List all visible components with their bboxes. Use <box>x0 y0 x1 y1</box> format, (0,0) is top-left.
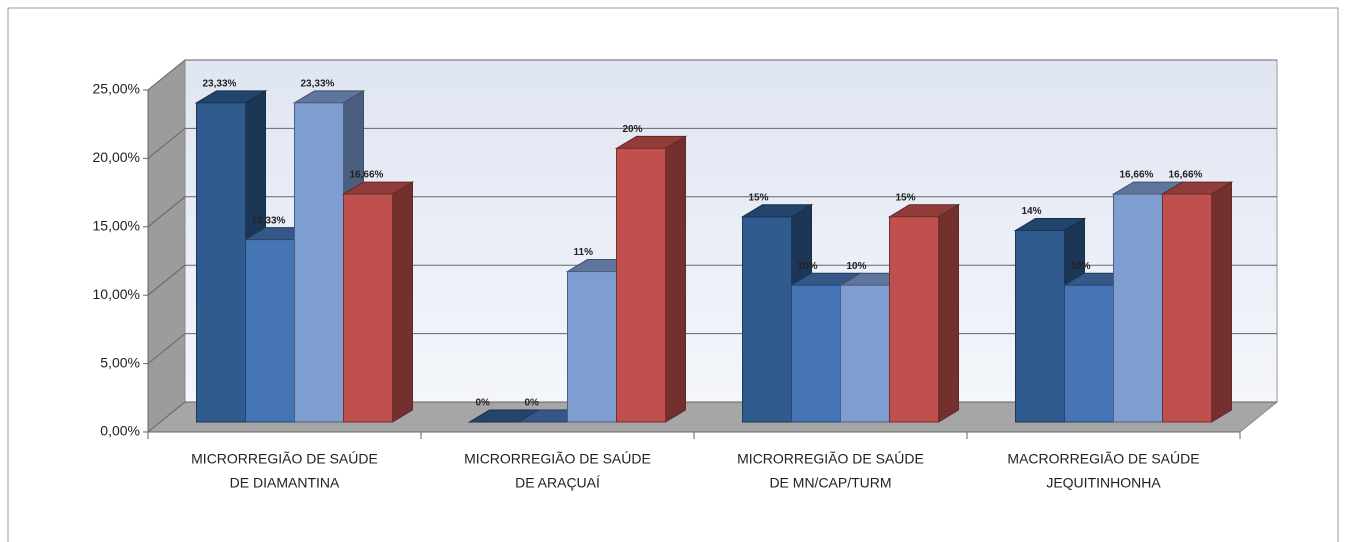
x-tick-label: DE ARAÇUAÍ <box>515 475 600 491</box>
bar-side <box>1211 181 1232 423</box>
bar <box>1113 193 1163 423</box>
value-label: 16,66% <box>350 170 384 181</box>
x-tick-label: JEQUITINHONHA <box>1046 475 1161 491</box>
x-tick-label: MACRORREGIÃO DE SAÚDE <box>1007 451 1199 467</box>
bar <box>1064 284 1114 423</box>
bar <box>245 239 295 423</box>
value-label: 10% <box>847 261 867 272</box>
y-tick-label: 20,00% <box>93 149 140 165</box>
grid-line <box>147 264 186 296</box>
x-tick-label: MICRORREGIÃO DE SAÚDE <box>191 451 378 467</box>
value-label: 10% <box>798 261 818 272</box>
value-label: 16,66% <box>1120 170 1154 181</box>
bar <box>840 284 890 423</box>
value-label: 11% <box>574 247 594 258</box>
value-label: 23,33% <box>203 78 237 89</box>
bar <box>343 193 393 423</box>
bar-side <box>665 135 686 423</box>
y-tick-label: 0,00% <box>100 423 140 439</box>
value-label: 23,33% <box>301 78 335 89</box>
grid-line <box>147 333 186 364</box>
bar <box>889 216 939 423</box>
bar <box>294 102 344 423</box>
grid-line <box>147 401 186 433</box>
bar <box>616 147 666 423</box>
side-wall <box>147 58 186 434</box>
grid-line <box>147 59 186 91</box>
value-label: 15% <box>749 192 769 203</box>
value-label: 20% <box>623 124 643 135</box>
y-tick-label: 15,00% <box>93 218 140 234</box>
value-label: 13,33% <box>252 215 286 226</box>
bar-side <box>392 181 413 423</box>
grid-line <box>147 128 186 159</box>
bar <box>1162 193 1212 423</box>
x-tick-label: MICRORREGIÃO DE SAÚDE <box>737 451 924 467</box>
value-label: 10% <box>1071 261 1091 272</box>
bar <box>791 284 841 423</box>
x-tick-label: DE DIAMANTINA <box>230 475 340 491</box>
value-label: 14% <box>1022 206 1042 217</box>
x-tick-label: DE MN/CAP/TURM <box>769 475 891 491</box>
bar <box>567 271 617 423</box>
y-tick-label: 10,00% <box>93 286 140 302</box>
value-label: 0% <box>476 398 491 409</box>
chart-frame <box>7 7 1339 542</box>
bar <box>196 102 246 423</box>
x-tick-label: MICRORREGIÃO DE SAÚDE <box>464 451 651 467</box>
value-label: 15% <box>896 192 916 203</box>
y-tick-label: 25,00% <box>93 81 140 97</box>
grid-line <box>147 196 186 228</box>
bar-side <box>938 203 959 423</box>
value-label: 16,66% <box>1169 170 1203 181</box>
value-label: 0% <box>525 398 540 409</box>
y-tick-label: 5,00% <box>100 354 140 370</box>
bar <box>1015 229 1065 423</box>
bar <box>742 216 792 423</box>
